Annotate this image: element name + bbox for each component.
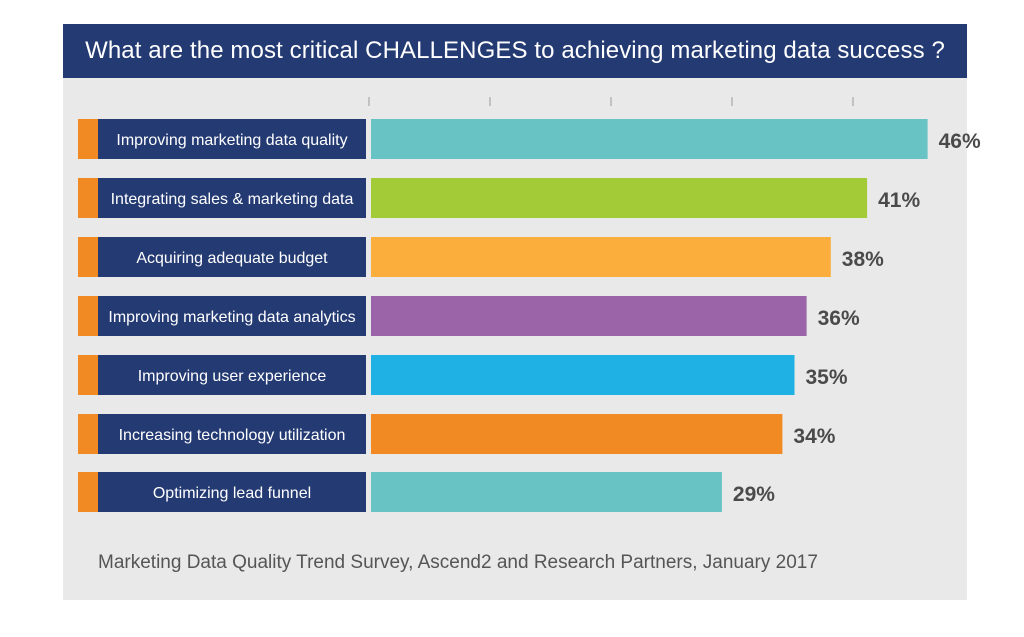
value-label: 38% — [842, 248, 884, 271]
chart-title: What are the most critical CHALLENGES to… — [63, 24, 967, 78]
bar-rows: Improving marketing data quality 46% Integ… — [78, 119, 981, 512]
category-label: Increasing technology utilization — [119, 427, 346, 444]
source-note: Marketing Data Quality Trend Survey, Asc… — [98, 552, 818, 573]
value-label: 41% — [878, 189, 920, 212]
bar-row: Optimizing lead funnel 29% — [78, 472, 775, 512]
category-label-box — [98, 472, 366, 512]
category-label-box — [98, 178, 366, 218]
label-accent — [78, 472, 98, 512]
label-accent — [78, 119, 98, 159]
category-label-box — [98, 414, 366, 454]
bar-row: Acquiring adequate budget 38% — [78, 237, 884, 277]
bar-row: Increasing technology utilization 34% — [78, 414, 836, 454]
category-label: Improving marketing data analytics — [108, 309, 355, 326]
category-label-box — [98, 237, 366, 277]
category-label-box — [98, 119, 366, 159]
category-label-box — [98, 355, 366, 395]
bar-row: Improving marketing data quality 46% — [78, 119, 981, 159]
label-accent — [78, 355, 98, 395]
bar-row: Integrating sales & marketing data 41% — [78, 178, 920, 218]
category-label: Integrating sales & marketing data — [111, 191, 354, 208]
category-label: Optimizing lead funnel — [153, 485, 311, 502]
value-label: 35% — [806, 366, 848, 389]
category-label: Improving marketing data quality — [116, 132, 347, 149]
bar-row: Improving user experience 35% — [78, 355, 848, 395]
axis-ticks — [368, 97, 854, 106]
category-label: Improving user experience — [138, 368, 327, 385]
value-label: 29% — [733, 483, 775, 506]
category-label: Acquiring adequate budget — [136, 250, 328, 267]
label-accent — [78, 237, 98, 277]
bar — [371, 119, 928, 159]
bar-row: Improving marketing data analytics 36% — [78, 296, 860, 336]
label-accent — [78, 178, 98, 218]
bar — [371, 472, 722, 512]
label-accent — [78, 296, 98, 336]
bar — [371, 414, 783, 454]
value-label: 36% — [818, 307, 860, 330]
bar — [371, 178, 868, 218]
category-label-box — [98, 296, 366, 336]
bar — [371, 237, 831, 277]
value-label: 34% — [793, 425, 835, 448]
label-accent — [78, 414, 98, 454]
bar — [371, 296, 807, 336]
value-label: 46% — [939, 130, 981, 153]
bar — [371, 355, 795, 395]
